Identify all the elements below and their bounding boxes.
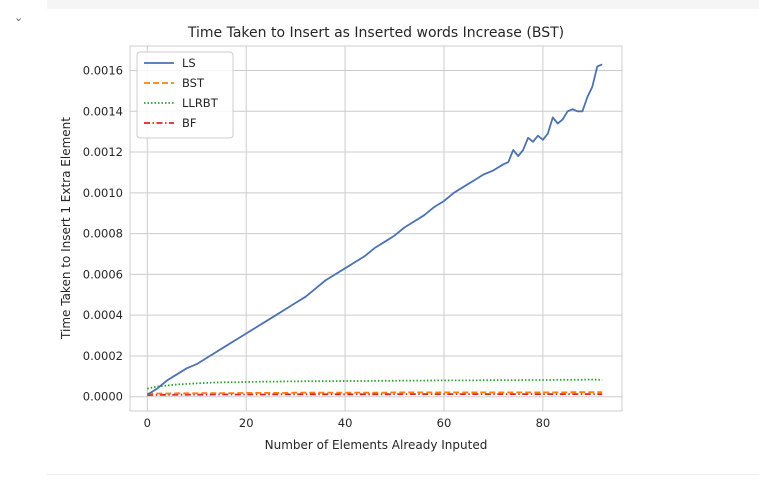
series-group	[146, 63, 603, 396]
x-tick-label: 20	[239, 416, 254, 430]
x-tick-label: 40	[338, 416, 353, 430]
legend-label-ls: LS	[182, 56, 196, 70]
y-axis-label: Time Taken to Insert 1 Extra Element	[59, 117, 73, 340]
series-line-llrbt	[147, 378, 603, 390]
cell-top-bar	[47, 0, 759, 9]
tick-labels: 0 20 40 60 80 0.0000 0.0002 0.0004 0.0006 0.0008 0…	[83, 63, 550, 430]
y-tick-label: 0.0004	[83, 308, 123, 322]
y-tick-label: 0.0006	[83, 267, 123, 281]
legend-box	[136, 51, 234, 139]
y-tick-label: 0.0012	[83, 145, 123, 159]
x-tick-label: 60	[437, 416, 452, 430]
chart-title: Time Taken to Insert as Inserted words I…	[187, 25, 564, 41]
x-axis-label: Number of Elements Already Inputed	[265, 438, 488, 452]
y-tick-label: 0.0010	[83, 186, 123, 200]
x-tick-label: 0	[144, 416, 151, 430]
legend-label-llrbt: LLRBT	[182, 96, 219, 110]
legend: LS BST LLRBT BF	[136, 51, 234, 139]
legend-label-bf: BF	[182, 116, 197, 130]
cell-divider	[47, 474, 759, 475]
series-line-ls	[146, 63, 603, 396]
chevron-down-icon[interactable]: ⌄	[14, 11, 24, 24]
series-line-bst	[147, 391, 603, 395]
y-tick-label: 0.0008	[83, 227, 123, 241]
legend-label-bst: BST	[182, 76, 205, 90]
y-tick-label: 0.0002	[83, 349, 123, 363]
x-tick-label: 80	[536, 416, 551, 430]
y-tick-label: 0.0016	[83, 63, 123, 77]
y-tick-label: 0.0000	[83, 390, 123, 404]
series-line-bf	[147, 393, 603, 396]
y-tick-label: 0.0014	[83, 104, 123, 118]
